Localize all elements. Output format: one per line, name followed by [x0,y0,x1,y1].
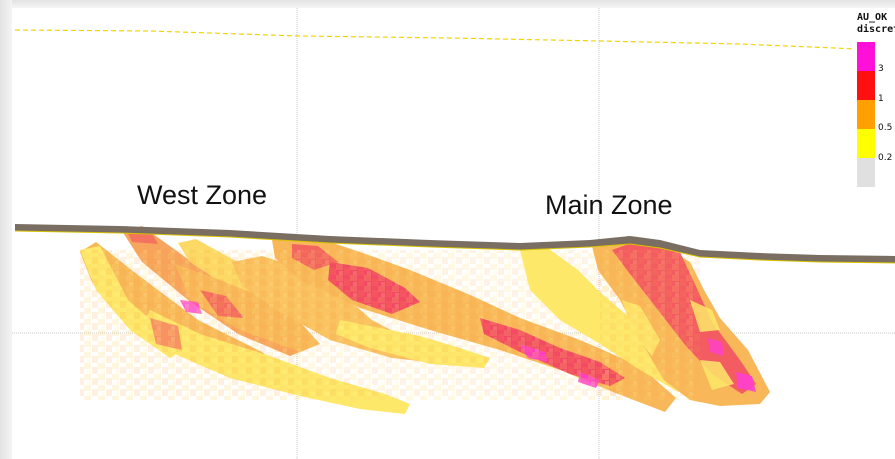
west-zone-ore-bodies [80,226,676,414]
window-frame-left [0,0,12,459]
grade-legend: AU_OK discret 3 1 0.5 0.2 [855,12,895,194]
legend-swatch-3 [857,42,875,71]
legend-swatch-background [857,158,875,187]
main-zone-ore-bodies [520,236,770,406]
legend-title-line1: AU_OK [857,12,888,23]
legend-swatch-1 [857,71,875,100]
window-frame-top [0,0,895,8]
legend-value-1: 1 [878,94,884,104]
surface-band-outline [14,230,895,264]
legend-value-3: 3 [878,64,884,74]
topography-line [14,29,856,50]
west-zone-label: West Zone [137,180,268,210]
legend-value-0-5: 0.5 [878,123,893,133]
legend-title-line2: discret [857,24,895,35]
surface-band [15,224,895,263]
main-zone-label: Main Zone [545,190,673,220]
legend-swatch-0-2 [857,129,875,158]
legend-value-0-2: 0.2 [878,153,893,163]
legend-swatch-0-5 [857,100,875,129]
